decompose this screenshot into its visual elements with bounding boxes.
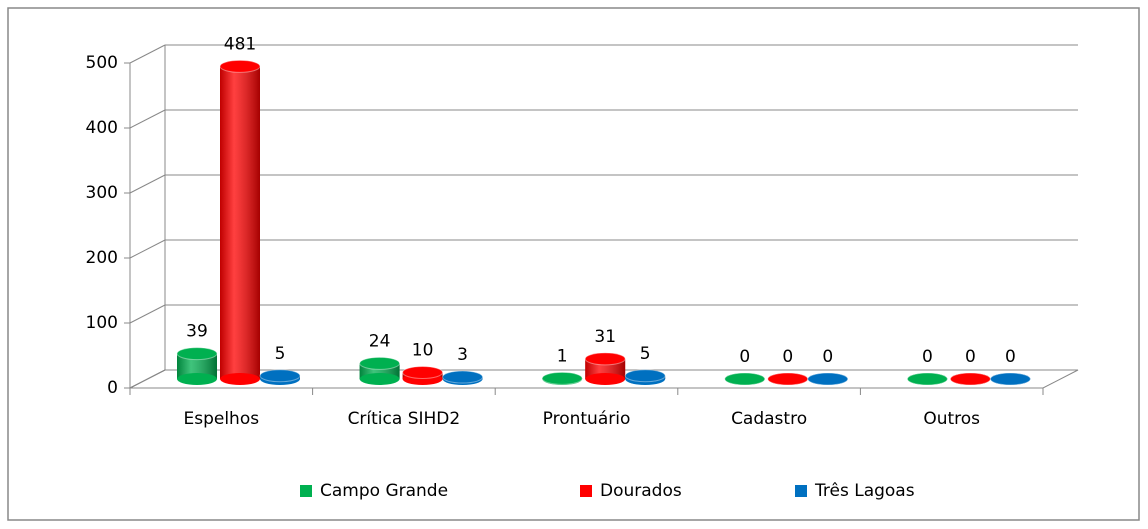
bar-top <box>906 372 948 386</box>
grid-line <box>129 369 166 389</box>
grid-line <box>129 109 166 129</box>
data-label: 481 <box>224 34 256 54</box>
data-label: 0 <box>782 347 793 367</box>
data-label: 39 <box>186 322 208 342</box>
grid-line <box>129 44 166 64</box>
bar-top <box>259 369 301 383</box>
data-label: 31 <box>594 327 616 347</box>
bar-top <box>176 347 218 361</box>
legend-label: Campo Grande <box>320 481 448 501</box>
bar-top <box>767 372 809 386</box>
legend-label: Três Lagoas <box>814 481 915 501</box>
bar-top <box>584 352 626 366</box>
x-tick-label: Cadastro <box>731 409 808 429</box>
legend-swatch <box>300 485 312 497</box>
data-label: 0 <box>822 347 833 367</box>
bar-top <box>624 369 666 383</box>
bar-top <box>442 370 484 384</box>
bar-base <box>177 373 217 385</box>
y-tick-label: 100 <box>86 313 118 333</box>
data-label: 10 <box>412 341 434 361</box>
data-label: 1 <box>557 346 568 366</box>
legend-label: Dourados <box>600 481 682 501</box>
x-tick-label: Prontuário <box>542 409 631 429</box>
data-label: 24 <box>369 331 391 351</box>
bar-top <box>219 59 261 73</box>
data-label: 3 <box>457 345 468 365</box>
data-label: 0 <box>965 347 976 367</box>
y-tick-label: 400 <box>86 118 118 138</box>
bar-base <box>359 373 400 385</box>
chart-frame <box>7 7 1140 521</box>
grid-line <box>129 304 166 324</box>
bar-top <box>949 372 991 386</box>
data-label: 5 <box>275 344 286 364</box>
x-tick-label: Crítica SIHD2 <box>347 409 461 429</box>
y-tick-label: 0 <box>107 378 118 398</box>
y-tick-label: 300 <box>86 183 118 203</box>
data-label: 5 <box>640 344 651 364</box>
x-tick-label: Espelhos <box>183 409 260 429</box>
bar-top <box>541 371 583 385</box>
bar-top <box>402 366 444 379</box>
grid-line <box>129 239 166 259</box>
bar-base <box>585 373 626 385</box>
x-tick-label: Outros <box>923 409 981 429</box>
bar-top <box>989 372 1031 386</box>
grid-line <box>129 174 166 194</box>
bar-shade <box>220 66 260 379</box>
y-tick-label: 500 <box>86 53 118 73</box>
bar-top <box>359 356 401 370</box>
data-label: 0 <box>739 347 750 367</box>
data-label: 0 <box>922 347 933 367</box>
legend-swatch <box>580 485 592 497</box>
y-tick-label: 200 <box>86 248 118 268</box>
legend-swatch <box>795 485 807 497</box>
bar-top <box>724 372 766 386</box>
data-label: 0 <box>1005 347 1016 367</box>
bar-base <box>220 373 260 385</box>
bar-top <box>807 372 849 386</box>
